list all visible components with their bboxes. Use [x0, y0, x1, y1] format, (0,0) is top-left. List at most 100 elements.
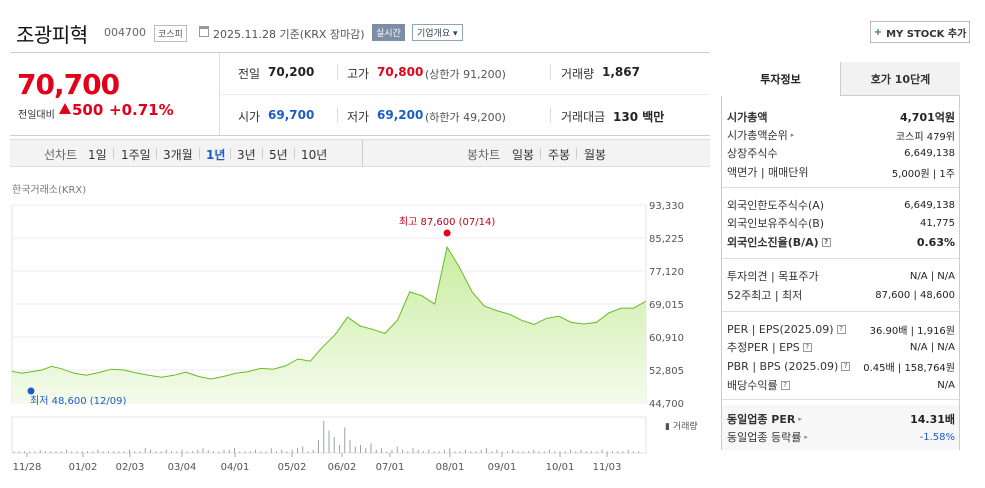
help-icon[interactable]: ?: [802, 342, 812, 352]
period-10y[interactable]: 10년: [301, 148, 328, 162]
info-row-value: -1.58%: [919, 431, 955, 443]
help-icon[interactable]: ?: [836, 324, 846, 334]
info-row-value: 4,701억원: [899, 111, 955, 124]
chevron-right-icon[interactable]: ▸: [804, 433, 808, 441]
high-label: 고가: [347, 67, 370, 81]
info-row: 외국인한도주식수(A) 6,649,138: [727, 196, 955, 214]
y-tick-label: 93,330: [649, 201, 684, 212]
info-row-label-text: 상장주식수: [727, 147, 778, 160]
period-3y[interactable]: 3년: [237, 148, 256, 162]
y-tick-label: 77,120: [649, 267, 684, 278]
divider: [156, 148, 157, 159]
plus-icon: +: [873, 26, 883, 38]
info-row-value: N/A | N/A: [909, 341, 955, 353]
candle-weekly[interactable]: 주봉: [548, 148, 571, 162]
add-mystock-button[interactable]: + MY STOCK 추가: [870, 21, 970, 43]
info-row-value: 87,600 | 48,600: [875, 289, 955, 301]
info-row: 시가총액 4,701억원: [727, 108, 955, 126]
info-row-value: 0.45배 | 158,764원: [863, 362, 955, 374]
current-price: 70,700: [17, 68, 120, 101]
x-tick-label: 02/03: [116, 462, 145, 473]
candle-daily[interactable]: 일봉: [512, 148, 535, 162]
price-chart[interactable]: 93,330 85,225 77,120 69,015 60,910 52,805 44,7…: [10, 195, 710, 475]
info-row-value: 14.31배: [910, 413, 955, 426]
industry-summary: [722, 405, 959, 450]
help-icon[interactable]: ?: [841, 361, 851, 371]
info-row-label: 상장주식수: [727, 145, 778, 161]
divider: [550, 107, 551, 123]
prev-close-value: 70,200: [268, 65, 315, 79]
line-chart-label: 선차트: [44, 148, 78, 162]
min-marker: [27, 387, 35, 395]
info-row-value: 36.90배 | 1,916원: [869, 325, 955, 337]
info-row-value: N/A | N/A: [909, 270, 955, 282]
info-row-label-text: 52주최고 | 최저: [727, 289, 803, 302]
price-line: [11, 245, 647, 380]
info-row-label-text: 외국인한도주식수(A): [727, 199, 825, 212]
stock-name: 조광피혁: [16, 23, 88, 47]
divider: [337, 107, 338, 123]
x-tick-label: 05/02: [278, 462, 307, 473]
lower-limit: (하한가 49,200): [425, 111, 506, 124]
x-tick-label: 11/28: [13, 462, 42, 473]
quote-date: 2025.11.28 기준(KRX 장마감): [213, 28, 365, 41]
add-mystock-label: MY STOCK 추가: [886, 28, 967, 40]
help-icon[interactable]: ?: [821, 237, 831, 247]
realtime-tag[interactable]: 실시간: [372, 24, 405, 41]
info-row-label: PER | EPS(2025.09)?: [727, 323, 846, 336]
prev-close-label: 전일: [238, 67, 261, 81]
x-tick-label: 08/01: [436, 462, 465, 473]
info-row-label: 시가총액순위 ▸: [727, 127, 794, 143]
amount-label: 거래대금: [561, 110, 606, 124]
info-row: 액면가 | 매매단위 5,000원 | 1주: [727, 163, 955, 181]
info-row-label: 투자의견 | 목표주가: [727, 268, 819, 284]
info-row-label-text: 동일업종 PER: [727, 413, 796, 426]
low-label: 저가: [347, 110, 370, 124]
chevron-right-icon[interactable]: ▸: [798, 415, 802, 423]
candle-monthly[interactable]: 월봉: [584, 148, 607, 162]
info-row-label-text: 동일업종 등락률: [727, 431, 802, 444]
info-row: PER | EPS(2025.09)? 36.90배 | 1,916원: [727, 320, 955, 338]
period-3m[interactable]: 3개월: [163, 148, 193, 162]
y-tick-label: 69,015: [649, 300, 684, 311]
info-row: PBR | BPS (2025.09)? 0.45배 | 158,764원: [727, 357, 955, 375]
change-label: 전일대비: [18, 110, 55, 121]
divider: [362, 140, 363, 166]
x-tick-label: 09/01: [488, 462, 517, 473]
chevron-right-icon[interactable]: ▸: [790, 131, 795, 139]
divider: [220, 94, 710, 95]
period-1y[interactable]: 1년: [206, 148, 226, 162]
divider: [576, 148, 577, 159]
y-tick-label: 52,805: [649, 366, 684, 377]
info-row-value: 0.63%: [916, 235, 955, 249]
candle-chart-label: 봉차트: [467, 148, 501, 162]
period-1d[interactable]: 1일: [88, 148, 107, 162]
info-row-label: 외국인소진율(B/A)?: [727, 234, 831, 250]
period-1w[interactable]: 1주일: [121, 148, 151, 162]
open-value: 69,700: [268, 108, 315, 122]
divider: [199, 148, 200, 159]
x-tick-label: 03/04: [168, 462, 197, 473]
info-row: 외국인보유주식수(B) 41,775: [727, 214, 955, 232]
tab-order-book[interactable]: 호가 10단계: [841, 62, 960, 96]
info-row-value: 코스피 479위: [895, 131, 955, 143]
info-row-value: N/A: [937, 379, 955, 391]
help-icon[interactable]: ?: [780, 380, 790, 390]
open-label: 시가: [238, 110, 261, 124]
tab-investment-info[interactable]: 투자정보: [721, 62, 841, 96]
info-row-label-text: PER | EPS(2025.09): [727, 322, 834, 336]
info-row: 52주최고 | 최저 87,600 | 48,600: [727, 286, 955, 304]
company-overview-dropdown[interactable]: 기업개요 ▾: [412, 24, 463, 41]
change-percent: +0.71%: [109, 101, 174, 119]
info-row-label-text: 외국인소진율(B/A): [727, 236, 819, 249]
volume-legend: ▮ 거래량: [665, 420, 698, 432]
low-value: 69,200: [377, 108, 424, 122]
x-tick-label: 11/03: [593, 462, 622, 473]
divider: [722, 311, 959, 312]
divider: [219, 53, 220, 135]
chart-source-label: 한국거래소(KRX): [12, 185, 87, 196]
info-row-label: 시가총액: [727, 109, 767, 125]
period-5y[interactable]: 5년: [269, 148, 288, 162]
upper-limit: (상한가 91,200): [425, 68, 506, 81]
period-bar: [10, 139, 710, 167]
